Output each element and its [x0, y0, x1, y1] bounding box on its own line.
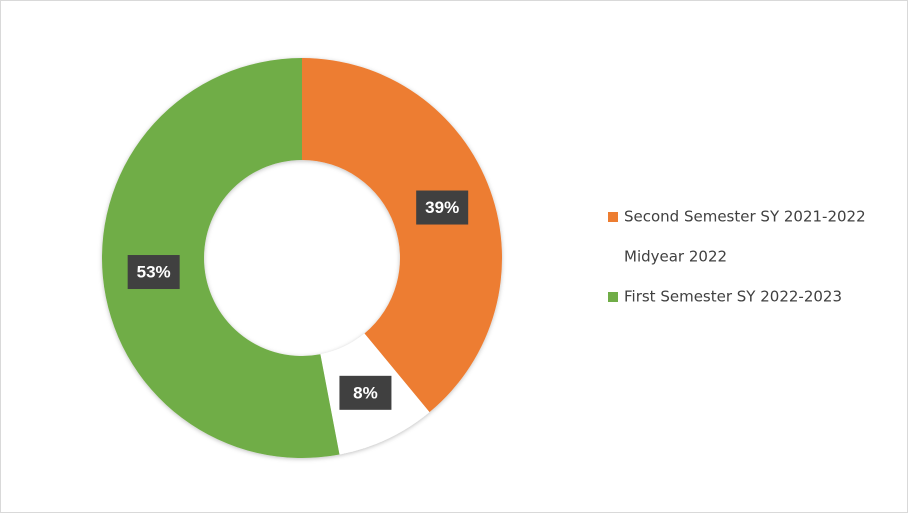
- donut-segment: [101, 58, 340, 458]
- data-label-box: [339, 375, 392, 410]
- data-label: 53%: [137, 263, 171, 282]
- legend-label: First Semester SY 2022-2023: [624, 288, 842, 306]
- data-labels: 39% 8% 53%: [127, 190, 469, 410]
- legend-label: Second Semester SY 2021-2022: [624, 208, 866, 226]
- data-label-box: [127, 255, 180, 290]
- legend-swatch: [608, 252, 618, 262]
- legend-swatch: [608, 292, 618, 302]
- legend-swatch: [608, 212, 618, 222]
- legend: Second Semester SY 2021-2022 Midyear 2022…: [608, 208, 866, 306]
- data-label: 8%: [353, 383, 378, 402]
- data-label: 39%: [425, 198, 459, 217]
- donut-segment: [302, 58, 502, 413]
- donut: [101, 58, 502, 458]
- data-label-box: [416, 190, 469, 225]
- legend-label: Midyear 2022: [624, 248, 727, 266]
